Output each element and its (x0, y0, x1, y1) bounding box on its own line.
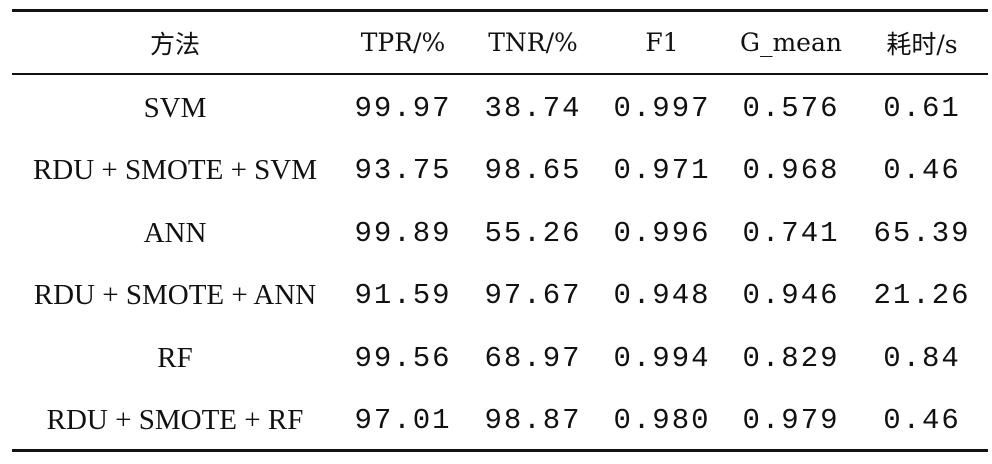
table-header-rule (12, 73, 988, 75)
cell-method: SVM (143, 91, 207, 124)
header-method: 方法 (149, 29, 200, 59)
cell-tnr: 38.74 (484, 91, 582, 125)
cell-method: RDU + SMOTE + SVM (32, 154, 318, 187)
cell-tnr: 98.87 (484, 404, 582, 438)
table-row: SVM 99.97 38.74 0.997 0.576 0.61 (12, 73, 988, 140)
table-bottom-rule (12, 449, 988, 452)
cell-tnr: 55.26 (484, 216, 582, 250)
header-row: 方法 TPR/% TNR/% F1 G_mean 耗时/s (12, 12, 988, 73)
table-row: RDU + SMOTE + SVM 93.75 98.65 0.971 0.96… (12, 140, 988, 203)
cell-tpr: 99.89 (354, 216, 452, 250)
cell-gmean: 0.946 (742, 279, 840, 313)
cell-f1: 0.996 (613, 216, 711, 250)
cell-method: RDU + SMOTE + ANN (33, 279, 317, 312)
cell-tpr: 93.75 (354, 154, 452, 188)
cell-f1: 0.997 (613, 91, 711, 125)
cell-gmean: 0.576 (742, 91, 840, 125)
cell-tnr: 68.97 (484, 341, 582, 375)
cell-time: 0.84 (883, 341, 961, 375)
cell-tpr: 91.59 (354, 279, 452, 313)
cell-f1: 0.980 (613, 404, 711, 438)
cell-gmean: 0.979 (742, 404, 840, 438)
cell-f1: 0.948 (613, 279, 711, 313)
cell-time: 0.46 (883, 154, 961, 188)
cell-time: 21.26 (873, 279, 971, 313)
cell-tpr: 97.01 (354, 404, 452, 438)
table-row: RF 99.56 68.97 0.994 0.829 0.84 (12, 327, 988, 390)
cell-time: 0.46 (883, 404, 961, 438)
table-top-rule (12, 9, 988, 12)
header-time: 耗时/s (886, 29, 958, 59)
results-table: 方法 TPR/% TNR/% F1 G_mean 耗时/s SVM 99.97 … (12, 12, 988, 452)
header-f1: F1 (645, 28, 679, 57)
header-tpr: TPR/% (360, 28, 446, 57)
cell-time: 65.39 (873, 216, 971, 250)
cell-gmean: 0.829 (742, 341, 840, 375)
cell-tnr: 98.65 (484, 154, 582, 188)
cell-gmean: 0.968 (742, 154, 840, 188)
cell-method: ANN (143, 216, 207, 249)
cell-tnr: 97.67 (484, 279, 582, 313)
cell-method: RF (157, 341, 193, 374)
table-row: RDU + SMOTE + RF 97.01 98.87 0.980 0.979… (12, 390, 988, 453)
table-row: ANN 99.89 55.26 0.996 0.741 65.39 (12, 202, 988, 265)
cell-f1: 0.971 (613, 154, 711, 188)
cell-f1: 0.994 (613, 341, 711, 375)
header-tnr: TNR/% (488, 28, 578, 57)
cell-gmean: 0.741 (742, 216, 840, 250)
cell-tpr: 99.97 (354, 91, 452, 125)
cell-time: 0.61 (883, 91, 961, 125)
cell-tpr: 99.56 (354, 341, 452, 375)
header-gmean: G_mean (740, 28, 842, 57)
cell-method: RDU + SMOTE + RF (46, 404, 304, 437)
table-row: RDU + SMOTE + ANN 91.59 97.67 0.948 0.94… (12, 265, 988, 328)
